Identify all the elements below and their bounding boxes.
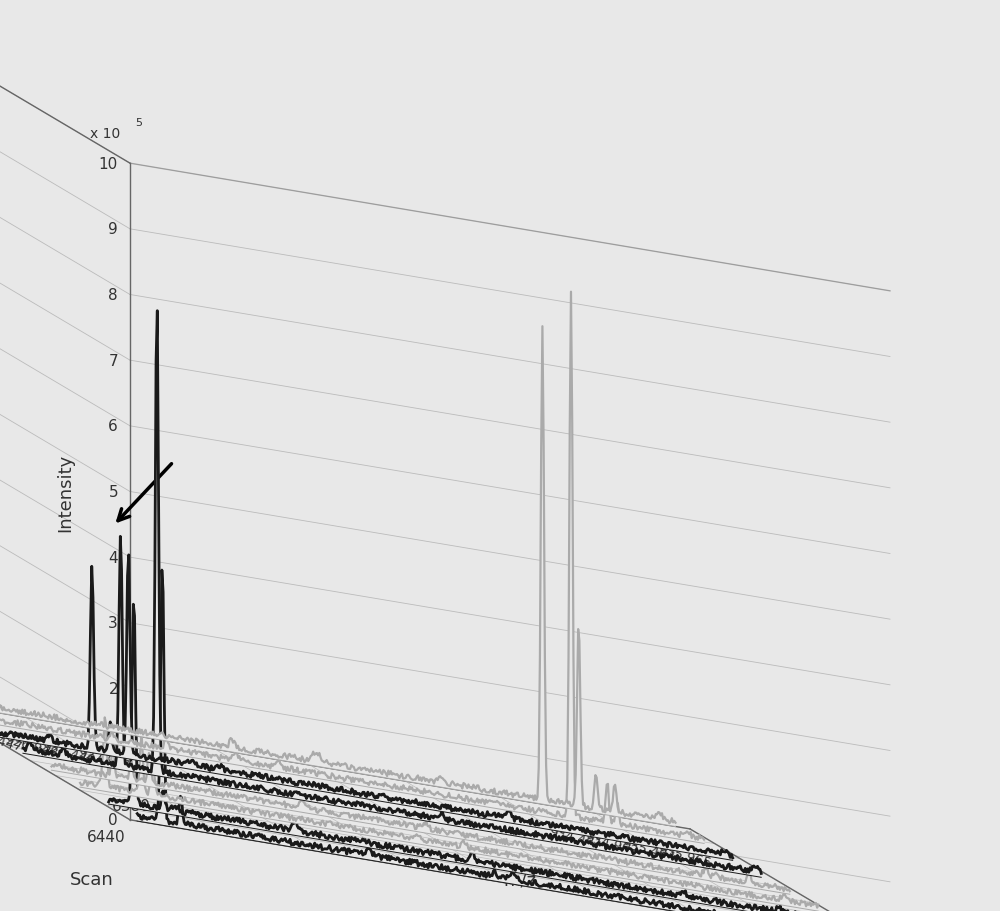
Text: 927.951: 927.951 (76, 745, 133, 772)
Polygon shape (0, 327, 676, 826)
Polygon shape (52, 749, 790, 895)
Text: 5: 5 (108, 485, 118, 499)
Text: 6380: 6380 (111, 798, 150, 814)
Text: 7: 7 (108, 353, 118, 368)
Text: 935.965: 935.965 (656, 843, 713, 869)
Text: Scan: Scan (70, 870, 114, 888)
Text: 4: 4 (108, 550, 118, 565)
Polygon shape (23, 312, 761, 877)
Text: 934.962: 934.962 (584, 830, 640, 857)
Polygon shape (0, 292, 704, 844)
Text: 5: 5 (135, 118, 142, 128)
Text: m/z: m/z (504, 870, 536, 888)
Text: Intensity: Intensity (56, 453, 74, 531)
Text: 926.447: 926.447 (0, 727, 23, 753)
Text: 935.464: 935.464 (620, 836, 676, 863)
Text: 9: 9 (108, 222, 118, 237)
Text: 3: 3 (108, 616, 118, 630)
Polygon shape (80, 718, 818, 911)
Text: 2: 2 (108, 681, 118, 696)
Text: 0: 0 (108, 813, 118, 827)
Text: 1: 1 (108, 747, 118, 762)
Text: 6: 6 (108, 419, 118, 434)
Text: 926.948: 926.948 (4, 733, 60, 760)
Text: x 10: x 10 (90, 128, 120, 141)
Text: 10: 10 (99, 157, 118, 171)
Polygon shape (137, 570, 876, 911)
Polygon shape (0, 556, 733, 860)
Text: 927.449: 927.449 (40, 739, 96, 766)
Text: 934.461: 934.461 (547, 824, 604, 851)
Text: 8: 8 (108, 288, 118, 302)
Polygon shape (109, 605, 847, 911)
Text: 6440: 6440 (86, 829, 125, 844)
